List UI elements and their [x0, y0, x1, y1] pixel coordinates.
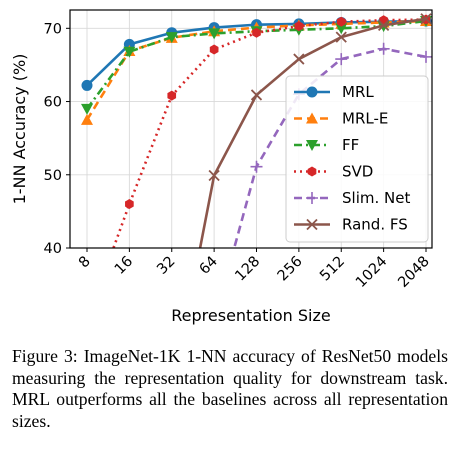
y-tick-label: 70	[44, 21, 62, 37]
data-point-marker	[208, 169, 220, 182]
data-point-marker	[377, 19, 390, 32]
y-ticks: 40 50 60 70	[44, 21, 70, 257]
data-point-marker	[306, 86, 318, 98]
data-point-marker	[208, 28, 221, 40]
y-tick-label: 40	[44, 241, 62, 257]
legend-label: FF	[342, 136, 359, 154]
data-point-marker	[252, 27, 261, 38]
x-tick-label: 1024	[353, 254, 390, 291]
data-point-marker	[306, 112, 318, 124]
data-point-marker	[335, 31, 347, 43]
legend-item: MRL-E	[294, 110, 388, 128]
legend-label: MRL-E	[342, 110, 388, 128]
legend-item: Rand. FS	[294, 216, 408, 234]
plot-frame	[69, 9, 433, 249]
y-tick-label: 50	[44, 168, 62, 184]
series-rand-fs	[198, 13, 432, 248]
data-point-marker	[167, 90, 177, 101]
data-point-marker	[250, 89, 263, 101]
y-axis-label: 1-NN Accuracy (%)	[10, 54, 29, 205]
x-tick-label: 128	[232, 254, 263, 285]
data-point-marker	[125, 199, 134, 210]
legend-label: Slim. Net	[342, 189, 410, 207]
legend-item: MRL	[294, 83, 374, 101]
x-tick-label: 16	[112, 254, 136, 278]
data-point-marker	[165, 32, 178, 44]
data-point-marker	[81, 113, 93, 125]
data-point-marker	[293, 53, 305, 65]
data-point-marker	[250, 160, 263, 173]
x-tick-label: 512	[317, 254, 348, 285]
series-slim-net	[232, 42, 432, 248]
chart: 40 50 60 70 8 16 32 64 128 256 512 1024 2048 1-NN A…	[10, 9, 433, 326]
x-tick-label: 32	[154, 254, 178, 278]
data-point-marker	[123, 46, 136, 58]
legend-item: SVD	[294, 163, 373, 181]
series-line	[232, 47, 427, 248]
x-tick-label: 2048	[395, 254, 432, 291]
data-point-marker	[335, 53, 348, 66]
legend-item: FF	[294, 136, 359, 154]
data-point-marker	[377, 42, 390, 55]
series-layer	[81, 13, 432, 326]
legend-label: Rand. FS	[342, 216, 408, 234]
data-point-marker	[81, 79, 93, 91]
y-tick-label: 60	[44, 95, 62, 111]
data-point-marker	[209, 44, 219, 55]
legend-label: SVD	[342, 163, 373, 181]
caption-text: ImageNet-1K 1-NN accuracy of ResNet50 mo…	[12, 346, 448, 431]
x-tick-label: 256	[275, 254, 306, 285]
data-point-marker	[83, 316, 92, 326]
data-point-marker	[420, 50, 432, 63]
data-point-marker	[335, 23, 348, 35]
legend-item: Slim. Net	[294, 189, 410, 207]
data-point-marker	[307, 166, 317, 177]
x-tick-label: 8	[76, 254, 94, 272]
data-point-marker	[336, 16, 346, 27]
data-point-marker	[306, 192, 318, 204]
x-tick-label: 64	[197, 254, 221, 278]
legend-label: MRL	[342, 83, 374, 101]
legend: MRL MRL-E FF SVD Slim. Net Rand. FS	[285, 75, 429, 243]
data-point-marker	[306, 218, 318, 231]
data-point-marker	[306, 140, 318, 151]
x-axis-label: Representation Size	[171, 306, 330, 325]
figure-caption: Figure 3: ImageNet-1K 1-NN accuracy of R…	[12, 346, 448, 432]
data-point-marker	[81, 103, 93, 115]
data-point-marker	[294, 21, 304, 32]
caption-label: Figure 3:	[12, 346, 78, 366]
data-point-marker	[420, 13, 432, 25]
x-ticks: 8 16 32 64 128 256 512 1024 2048	[76, 248, 433, 291]
